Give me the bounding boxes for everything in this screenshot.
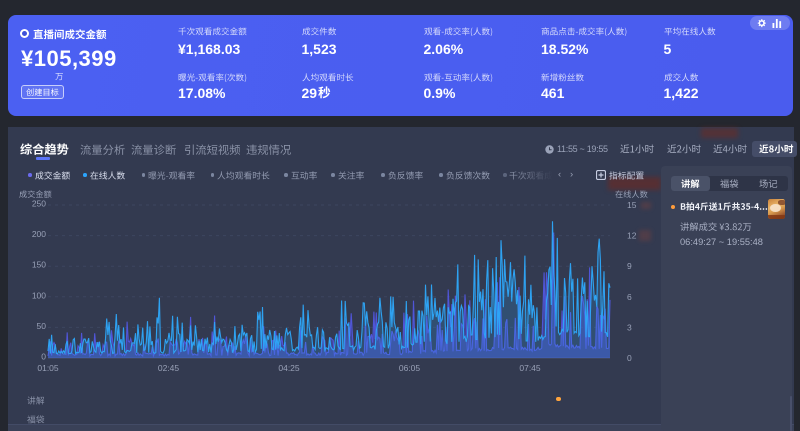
svg-text:250: 250 — [32, 199, 46, 209]
svg-text:0: 0 — [627, 353, 632, 363]
svg-text:100: 100 — [32, 290, 46, 300]
svg-text:04:25: 04:25 — [278, 363, 300, 373]
svg-text:15: 15 — [627, 200, 637, 210]
svg-text:6: 6 — [627, 292, 632, 302]
svg-text:50: 50 — [37, 321, 47, 331]
svg-text:07:45: 07:45 — [519, 363, 541, 373]
svg-text:9: 9 — [627, 261, 632, 271]
svg-text:01:05: 01:05 — [37, 363, 59, 373]
svg-text:06:05: 06:05 — [399, 363, 421, 373]
svg-text:150: 150 — [32, 260, 46, 270]
svg-text:200: 200 — [32, 229, 46, 239]
svg-text:12: 12 — [627, 231, 637, 241]
svg-text:0: 0 — [41, 352, 46, 362]
svg-text:3: 3 — [627, 322, 632, 332]
svg-text:02:45: 02:45 — [158, 363, 180, 373]
